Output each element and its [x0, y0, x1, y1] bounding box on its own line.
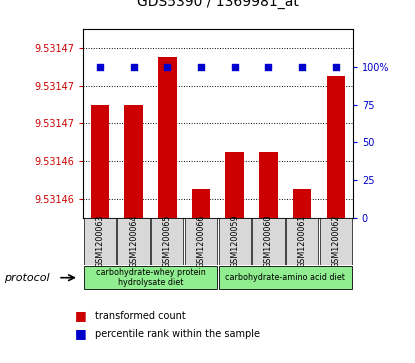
Point: [299, 64, 305, 70]
Bar: [158, 57, 176, 218]
Bar: [192, 189, 210, 218]
Point: [232, 64, 238, 70]
FancyBboxPatch shape: [219, 266, 352, 289]
Point: [164, 64, 171, 70]
Text: GDS5390 / 1369981_at: GDS5390 / 1369981_at: [137, 0, 299, 9]
FancyBboxPatch shape: [151, 218, 183, 265]
Text: GSM1200062: GSM1200062: [332, 215, 340, 268]
Bar: [259, 152, 278, 218]
Text: GSM1200065: GSM1200065: [163, 215, 172, 268]
Point: [198, 64, 204, 70]
Text: GSM1200066: GSM1200066: [197, 215, 205, 268]
Text: protocol: protocol: [4, 273, 50, 283]
Text: GSM1200064: GSM1200064: [129, 215, 138, 268]
Text: percentile rank within the sample: percentile rank within the sample: [95, 329, 261, 339]
FancyBboxPatch shape: [84, 266, 217, 289]
Text: carbohydrate-amino acid diet: carbohydrate-amino acid diet: [225, 273, 345, 282]
FancyBboxPatch shape: [286, 218, 318, 265]
Text: GSM1200059: GSM1200059: [230, 215, 239, 268]
FancyBboxPatch shape: [320, 218, 352, 265]
Text: GSM1200063: GSM1200063: [95, 215, 104, 268]
Text: transformed count: transformed count: [95, 311, 186, 321]
Point: [97, 64, 103, 70]
Text: carbohydrate-whey protein
hydrolysate diet: carbohydrate-whey protein hydrolysate di…: [95, 268, 205, 287]
FancyBboxPatch shape: [252, 218, 285, 265]
Point: [265, 64, 272, 70]
Point: [130, 64, 137, 70]
Text: GSM1200061: GSM1200061: [298, 215, 307, 268]
Bar: [124, 105, 143, 218]
FancyBboxPatch shape: [117, 218, 150, 265]
Text: GSM1200060: GSM1200060: [264, 215, 273, 268]
Bar: [327, 76, 345, 218]
FancyBboxPatch shape: [219, 218, 251, 265]
Point: [332, 64, 339, 70]
FancyBboxPatch shape: [84, 218, 116, 265]
Bar: [225, 152, 244, 218]
Text: ■: ■: [75, 327, 86, 340]
FancyBboxPatch shape: [185, 218, 217, 265]
Text: ■: ■: [75, 309, 86, 322]
Bar: [90, 105, 109, 218]
Bar: [293, 189, 311, 218]
